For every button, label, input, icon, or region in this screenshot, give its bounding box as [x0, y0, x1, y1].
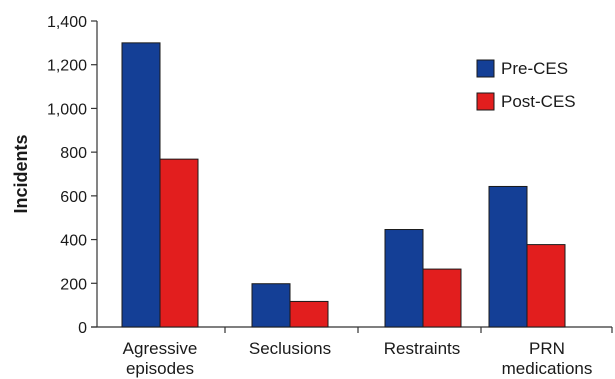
y-tick-label: 800 [60, 145, 87, 162]
x-category-label: Agressive episodes [123, 339, 198, 378]
x-axis: Agressive episodes Seclusions Restraints PRN… [91, 326, 613, 378]
bars [121, 42, 566, 328]
x-category-label: PRN medications [502, 339, 593, 378]
y-axis-title: Incidents [11, 134, 31, 213]
bar-pre-ces-2 [384, 229, 424, 328]
legend: Pre-CES Post-CES [476, 59, 576, 111]
y-tick-label: 1,200 [47, 58, 87, 75]
legend-label: Pre-CES [501, 59, 568, 78]
y-tick-label: 600 [60, 189, 87, 206]
bar-post-ces-3 [526, 244, 566, 328]
bar-post-ces-0 [159, 158, 199, 328]
bar-pre-ces-3 [488, 185, 528, 328]
bar-pre-ces-1 [251, 283, 291, 328]
bar-post-ces-1 [289, 300, 329, 328]
legend-label: Post-CES [501, 92, 576, 111]
legend-swatch [476, 92, 495, 111]
y-tick-label: 1,000 [47, 101, 87, 118]
y-tick-label: 200 [60, 276, 87, 293]
y-axis: 0 200 400 600 800 1,000 1,200 1,400 [47, 14, 98, 337]
x-category-label: Seclusions [249, 339, 331, 358]
bar-pre-ces-0 [121, 42, 161, 328]
y-tick-label: 1,400 [47, 14, 87, 31]
legend-swatch [476, 59, 495, 78]
y-tick-label: 400 [60, 233, 87, 250]
y-tick-label: 0 [78, 320, 87, 337]
x-category-label: Restraints [384, 339, 461, 358]
bar-post-ces-2 [422, 268, 462, 328]
